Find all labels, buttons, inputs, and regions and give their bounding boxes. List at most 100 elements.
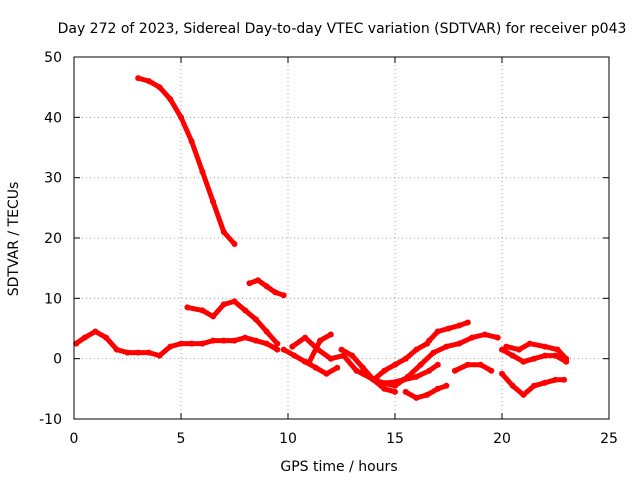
data-point bbox=[392, 361, 398, 368]
data-point bbox=[381, 367, 388, 374]
data-point bbox=[509, 382, 516, 389]
data-point bbox=[417, 361, 424, 368]
data-point bbox=[252, 316, 259, 323]
data-point bbox=[280, 292, 287, 299]
data-point bbox=[92, 328, 99, 335]
data-point bbox=[400, 376, 407, 383]
data-point bbox=[464, 361, 471, 368]
data-point bbox=[302, 334, 309, 341]
data-point bbox=[381, 385, 388, 392]
data-point bbox=[272, 289, 279, 296]
series-arc-13 bbox=[451, 361, 495, 374]
axes: 0 5 10 15 20 25 -10 0 10 20 30 40 50 bbox=[39, 50, 618, 447]
series-arc-16 bbox=[499, 370, 568, 398]
data-point bbox=[434, 361, 441, 368]
x-axis-title: GPS time / hours bbox=[280, 459, 397, 475]
data-point bbox=[481, 331, 488, 338]
chart-title: Day 272 of 2023, Sidereal Day-to-day VTE… bbox=[58, 21, 627, 37]
data-point bbox=[424, 391, 431, 398]
series-arc-10 bbox=[374, 361, 441, 386]
data-point bbox=[274, 346, 281, 353]
data-point bbox=[178, 340, 184, 347]
y-tick-label: 50 bbox=[44, 50, 62, 66]
data-point bbox=[156, 84, 163, 91]
data-point bbox=[374, 379, 381, 386]
data-point bbox=[503, 343, 510, 350]
series-arc-12 bbox=[426, 319, 471, 344]
data-point bbox=[370, 376, 377, 383]
data-point bbox=[413, 346, 420, 353]
data-point bbox=[464, 319, 471, 326]
data-point bbox=[289, 343, 296, 350]
data-point bbox=[516, 346, 523, 353]
data-point bbox=[520, 358, 527, 365]
data-point bbox=[135, 75, 142, 82]
data-point bbox=[178, 114, 184, 121]
data-point bbox=[231, 241, 238, 247]
series-arc-4 bbox=[246, 277, 287, 299]
data-point bbox=[274, 340, 281, 347]
y-tick-label: 0 bbox=[53, 352, 62, 368]
y-tick-label: 40 bbox=[44, 110, 62, 126]
data-point bbox=[312, 364, 319, 371]
data-point bbox=[430, 349, 437, 356]
x-tick-label: 5 bbox=[177, 431, 186, 447]
data-point bbox=[456, 322, 463, 329]
data-point bbox=[255, 277, 261, 284]
y-tick-label: -10 bbox=[39, 412, 62, 428]
data-point bbox=[323, 370, 330, 377]
data-point bbox=[242, 307, 249, 314]
data-point bbox=[552, 352, 559, 359]
data-point bbox=[327, 331, 334, 338]
data-point bbox=[541, 352, 548, 359]
x-tick-label: 10 bbox=[279, 431, 297, 447]
data-point bbox=[210, 198, 217, 205]
data-point bbox=[199, 168, 206, 175]
series-arc-5 bbox=[280, 346, 341, 377]
data-point bbox=[520, 391, 527, 398]
data-point bbox=[103, 334, 110, 341]
data-point bbox=[387, 379, 394, 386]
data-point bbox=[392, 388, 398, 395]
series-line-arc-1 bbox=[135, 75, 237, 247]
data-point bbox=[443, 382, 450, 389]
data-point bbox=[220, 337, 227, 344]
data-point bbox=[413, 394, 420, 401]
data-point bbox=[81, 334, 88, 341]
data-point bbox=[541, 343, 548, 350]
data-point bbox=[434, 385, 441, 392]
data-point bbox=[252, 337, 259, 344]
data-point bbox=[73, 340, 80, 347]
y-tick-label: 10 bbox=[44, 291, 62, 307]
plot-area bbox=[73, 75, 570, 401]
data-point bbox=[499, 346, 505, 353]
data-point bbox=[145, 78, 152, 85]
data-point bbox=[199, 307, 206, 314]
data-point bbox=[488, 367, 495, 374]
data-point bbox=[167, 96, 174, 103]
data-point bbox=[199, 340, 206, 347]
data-point bbox=[469, 334, 475, 341]
data-point bbox=[317, 337, 324, 344]
data-point bbox=[188, 340, 195, 347]
series-arc-11 bbox=[402, 382, 450, 401]
data-point bbox=[124, 349, 131, 356]
data-point bbox=[477, 361, 484, 368]
data-point bbox=[156, 352, 163, 359]
data-point bbox=[413, 373, 420, 380]
data-point bbox=[113, 346, 120, 353]
data-point bbox=[334, 364, 341, 371]
data-point bbox=[302, 358, 309, 365]
x-tick-label: 15 bbox=[386, 431, 404, 447]
data-point bbox=[246, 280, 253, 287]
y-axis-title: SDTVAR / TECUs bbox=[6, 182, 22, 297]
data-point bbox=[541, 379, 548, 386]
data-point bbox=[445, 325, 452, 332]
data-point bbox=[353, 367, 360, 374]
data-point bbox=[167, 343, 174, 350]
y-tick-label: 30 bbox=[44, 171, 62, 187]
data-point bbox=[402, 355, 409, 362]
data-point bbox=[563, 355, 570, 362]
data-point bbox=[188, 138, 195, 145]
